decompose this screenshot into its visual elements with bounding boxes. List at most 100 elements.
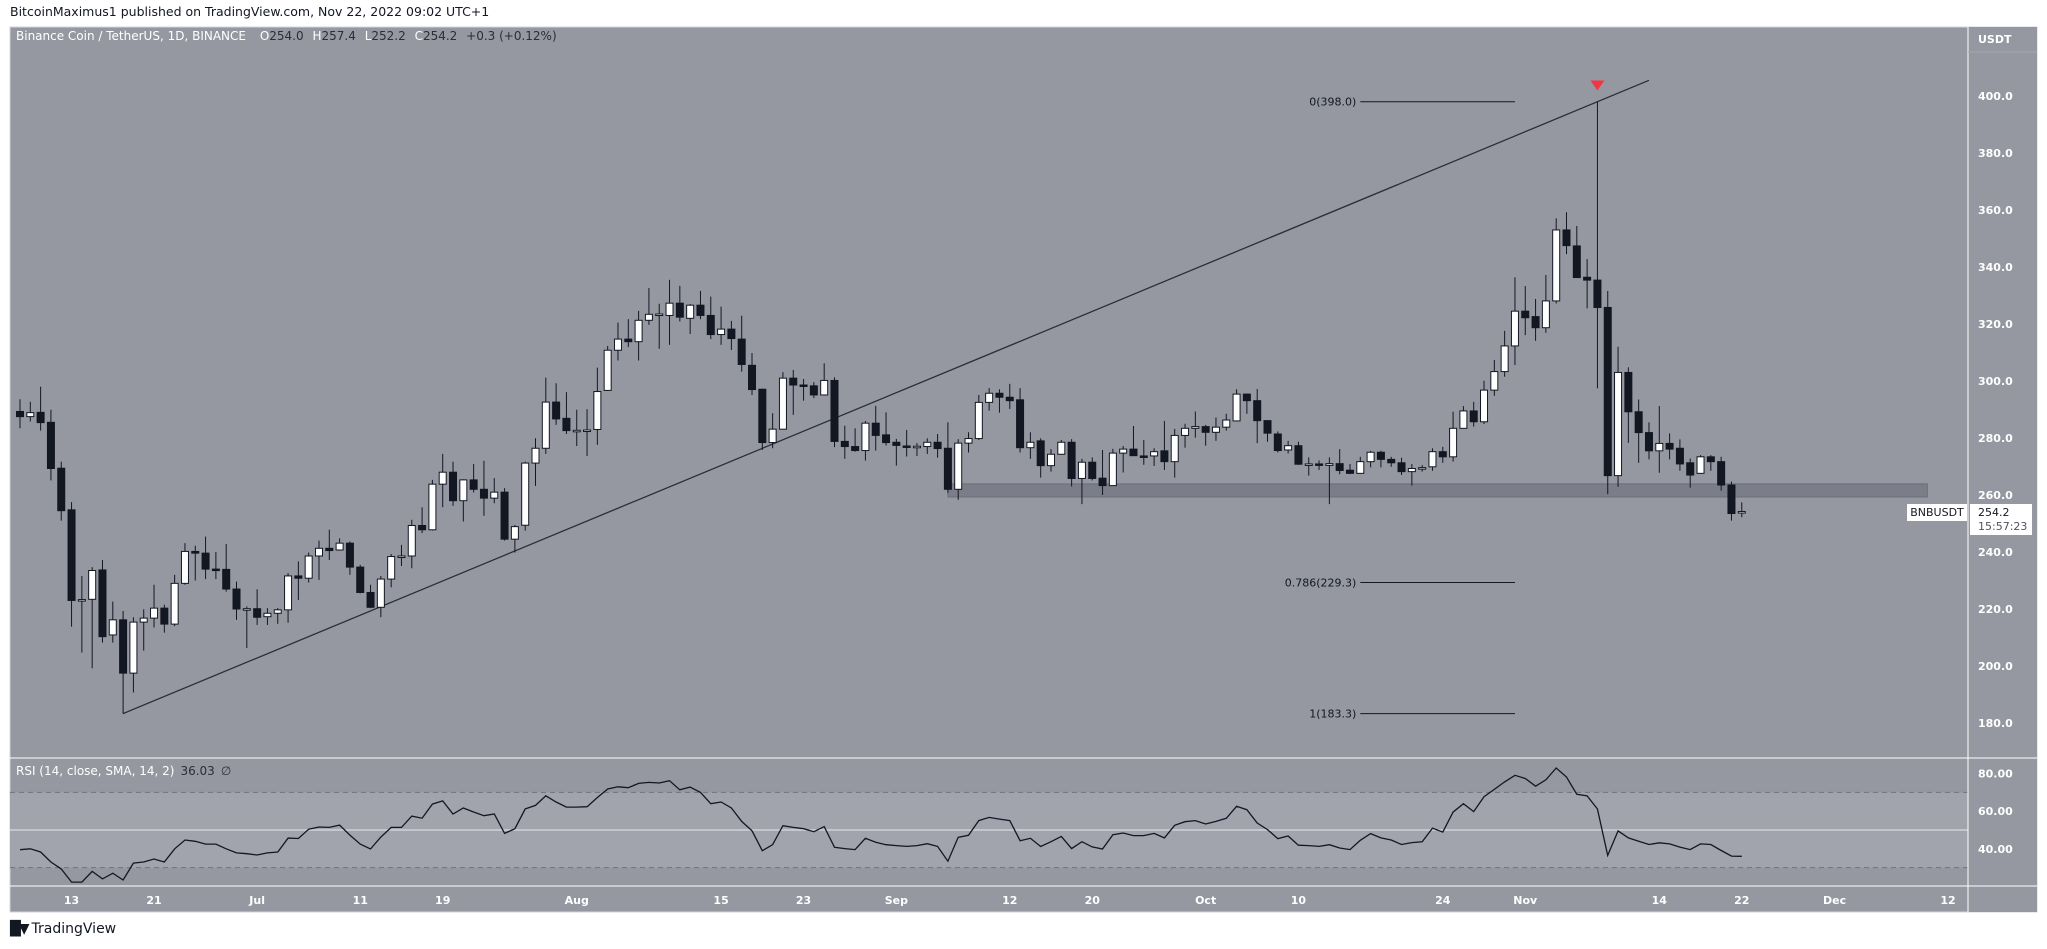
bearish-candle: [933, 441, 942, 450]
bearish-candle: [943, 447, 952, 490]
brand-name: TradingView: [31, 921, 117, 937]
tradingview-logo-icon: █▼: [10, 921, 29, 937]
bullish-candle: [1077, 461, 1086, 479]
price-tick-label: 240.0: [1978, 546, 2013, 559]
bearish-candle: [706, 314, 715, 336]
bullish-candle: [284, 575, 293, 611]
fib-level-label: 0.786(229.3): [1285, 576, 1357, 589]
bearish-candle: [1397, 462, 1406, 473]
bearish-candle: [789, 377, 798, 386]
bearish-candle: [345, 542, 354, 568]
bearish-candle: [1376, 451, 1385, 460]
high-label: H: [312, 29, 322, 43]
bearish-candle: [809, 385, 818, 396]
bullish-candle: [1407, 467, 1416, 473]
bullish-candle: [139, 617, 148, 623]
bearish-candle: [191, 550, 200, 554]
bearish-candle: [356, 566, 365, 593]
bullish-candle: [510, 526, 519, 540]
time-tick-label: 24: [1435, 894, 1451, 907]
bullish-candle: [1057, 441, 1066, 455]
bearish-candle: [211, 568, 220, 572]
bearish-candle: [748, 364, 757, 391]
bearish-candle: [67, 509, 76, 601]
bullish-candle: [407, 524, 416, 557]
hide-icon[interactable]: ∅: [220, 764, 232, 778]
time-tick-label: Oct: [1195, 894, 1216, 907]
bullish-candle: [1428, 451, 1437, 468]
bullish-candle: [768, 428, 777, 444]
bullish-candle: [273, 609, 282, 614]
price-tick-label: 340.0: [1978, 261, 2013, 274]
bearish-candle: [1717, 461, 1726, 486]
bullish-candle: [541, 401, 550, 449]
bearish-candle: [46, 421, 55, 469]
rsi-legend: RSI (14, close, SMA, 14, 2) 36.03 ∅: [16, 764, 231, 778]
bullish-candle: [964, 438, 973, 444]
bullish-candle: [387, 556, 396, 580]
support-zone: [947, 483, 1928, 498]
last-price: 254.2: [1978, 506, 2010, 519]
bullish-candle: [1480, 389, 1489, 423]
bullish-candle: [912, 445, 921, 449]
bullish-candle: [1541, 300, 1550, 329]
bearish-candle: [1438, 451, 1447, 458]
bullish-candle: [531, 447, 540, 464]
bullish-candle: [77, 599, 86, 602]
bullish-candle: [1449, 427, 1458, 458]
rsi-label: RSI (14, close, SMA, 14, 2): [16, 764, 175, 778]
time-tick-label: 12: [1002, 894, 1017, 907]
bullish-candle: [1191, 426, 1200, 429]
bearish-candle: [675, 302, 684, 318]
footer-brand[interactable]: █▼ TradingView: [10, 921, 116, 937]
time-tick-label: 22: [1734, 894, 1749, 907]
bearish-candle: [1593, 279, 1602, 308]
bullish-candle: [613, 338, 622, 351]
bullish-candle: [304, 555, 313, 579]
open-value: 254.0: [269, 29, 304, 43]
bearish-candle: [366, 591, 375, 608]
bullish-candle: [376, 578, 385, 608]
bullish-candle: [1418, 467, 1427, 470]
time-tick-label: 15: [713, 894, 728, 907]
bullish-candle: [521, 462, 530, 526]
bearish-candle: [253, 608, 262, 618]
bearish-candle: [737, 338, 746, 365]
fib-level-label: 1(183.3): [1309, 708, 1356, 721]
bearish-candle: [500, 491, 509, 540]
bearish-candle: [1263, 420, 1272, 434]
time-tick-label: 11: [353, 894, 368, 907]
bullish-candle: [665, 302, 674, 316]
bearish-candle: [1160, 450, 1169, 463]
bullish-candle: [778, 377, 787, 430]
bearish-candle: [1469, 410, 1478, 423]
bearish-candle: [1583, 276, 1592, 281]
bearish-candle: [98, 569, 107, 638]
bullish-candle: [1490, 371, 1499, 391]
bullish-candle: [1356, 461, 1365, 474]
time-tick-label: 19: [435, 894, 450, 907]
bullish-candle: [861, 422, 870, 452]
bearish-candle: [799, 384, 808, 387]
bullish-candle: [1284, 445, 1293, 451]
bullish-candle: [88, 570, 97, 600]
bearish-candle: [325, 547, 334, 552]
price-tick-label: 360.0: [1978, 204, 2013, 217]
bullish-candle: [150, 607, 159, 619]
bearish-candle: [851, 446, 860, 452]
price-tick-label: 280.0: [1978, 432, 2013, 445]
time-tick-label: 13: [64, 894, 79, 907]
bearish-candle: [479, 488, 488, 499]
symbol-title: Binance Coin / TetherUS, 1D, BINANCE: [16, 29, 246, 43]
bearish-candle: [119, 619, 128, 674]
bearish-candle: [469, 479, 478, 490]
bullish-candle: [655, 313, 664, 317]
bullish-candle: [263, 612, 272, 618]
bullish-candle: [1655, 442, 1664, 452]
bullish-candle: [634, 319, 643, 343]
bullish-candle: [397, 555, 406, 558]
price-tick-label: 320.0: [1978, 318, 2013, 331]
bullish-candle: [1325, 463, 1334, 466]
bearish-candle: [160, 607, 169, 625]
